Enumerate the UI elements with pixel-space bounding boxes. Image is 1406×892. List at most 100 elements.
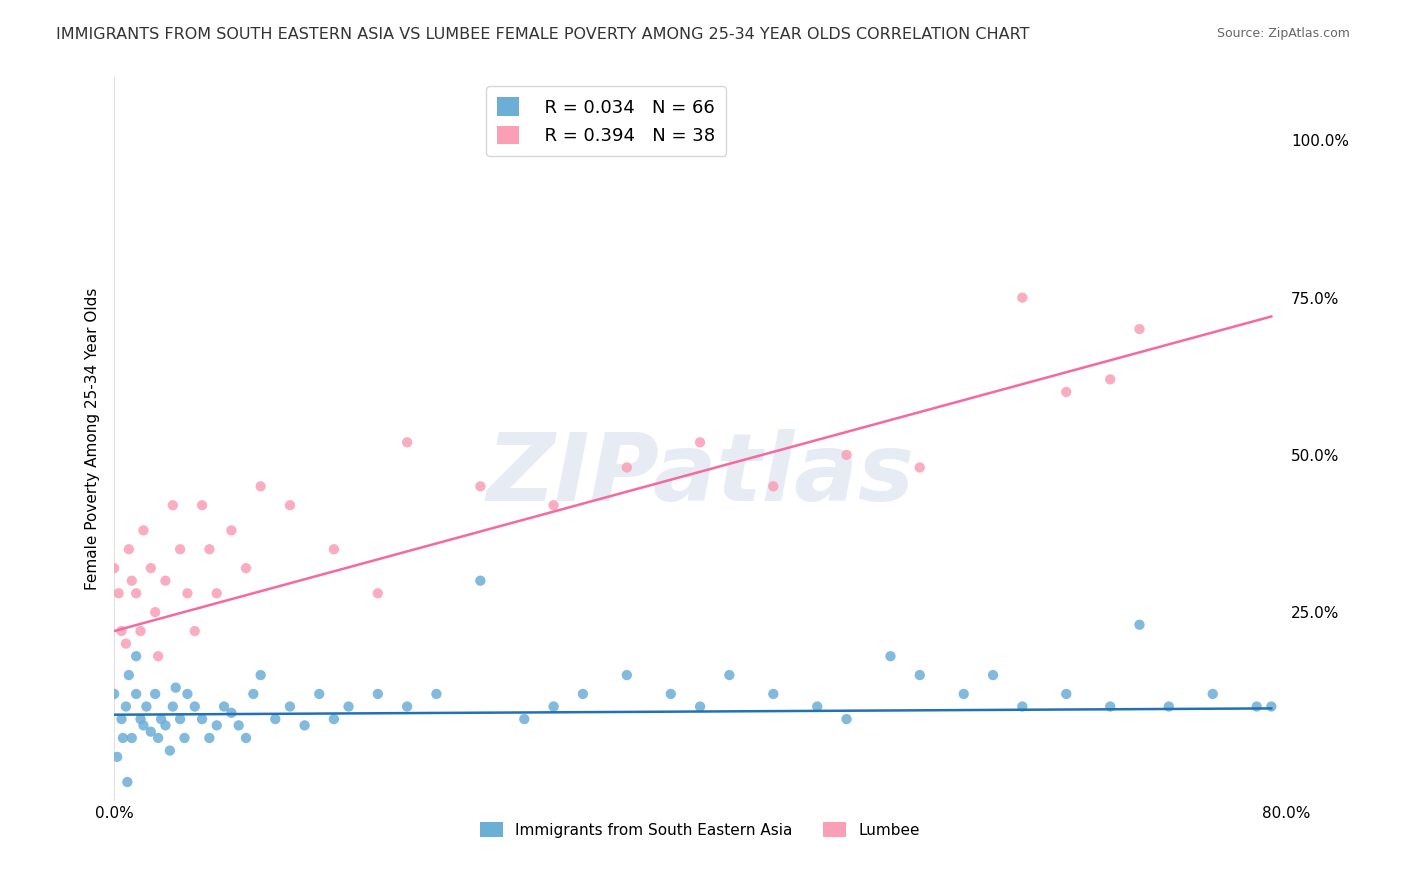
Point bbox=[242, 687, 264, 701]
Point bbox=[835, 448, 858, 462]
Point bbox=[396, 435, 419, 450]
Point bbox=[762, 479, 785, 493]
Point bbox=[425, 687, 447, 701]
Point bbox=[1157, 699, 1180, 714]
Point bbox=[1054, 687, 1077, 701]
Point bbox=[367, 586, 389, 600]
Point bbox=[1246, 699, 1268, 714]
Point bbox=[173, 731, 195, 745]
Point bbox=[689, 699, 711, 714]
Point bbox=[103, 561, 125, 575]
Point bbox=[150, 712, 173, 726]
Point bbox=[235, 561, 257, 575]
Point bbox=[115, 699, 138, 714]
Text: IMMIGRANTS FROM SOUTH EASTERN ASIA VS LUMBEE FEMALE POVERTY AMONG 25-34 YEAR OLD: IMMIGRANTS FROM SOUTH EASTERN ASIA VS LU… bbox=[56, 27, 1029, 42]
Point bbox=[659, 687, 682, 701]
Point bbox=[249, 668, 271, 682]
Point bbox=[1260, 699, 1282, 714]
Point bbox=[117, 775, 139, 789]
Point bbox=[1011, 291, 1033, 305]
Point bbox=[105, 749, 128, 764]
Point bbox=[1011, 699, 1033, 714]
Point bbox=[1099, 372, 1122, 386]
Point bbox=[1099, 699, 1122, 714]
Point bbox=[125, 586, 148, 600]
Point bbox=[121, 574, 143, 588]
Point bbox=[132, 718, 155, 732]
Point bbox=[135, 699, 157, 714]
Y-axis label: Female Poverty Among 25-34 Year Olds: Female Poverty Among 25-34 Year Olds bbox=[86, 288, 100, 591]
Point bbox=[543, 498, 565, 512]
Point bbox=[139, 561, 162, 575]
Point bbox=[543, 699, 565, 714]
Point bbox=[205, 718, 228, 732]
Point bbox=[616, 668, 638, 682]
Point bbox=[118, 668, 141, 682]
Point bbox=[176, 586, 198, 600]
Point bbox=[879, 649, 901, 664]
Text: Source: ZipAtlas.com: Source: ZipAtlas.com bbox=[1216, 27, 1350, 40]
Point bbox=[191, 498, 214, 512]
Point bbox=[146, 731, 169, 745]
Point bbox=[184, 624, 207, 638]
Point bbox=[689, 435, 711, 450]
Point bbox=[146, 649, 169, 664]
Point bbox=[322, 542, 344, 557]
Legend: Immigrants from South Eastern Asia, Lumbee: Immigrants from South Eastern Asia, Lumb… bbox=[474, 815, 927, 844]
Point bbox=[169, 712, 191, 726]
Point bbox=[110, 624, 132, 638]
Point bbox=[278, 498, 301, 512]
Point bbox=[470, 574, 492, 588]
Point bbox=[1128, 617, 1150, 632]
Point bbox=[616, 460, 638, 475]
Point bbox=[367, 687, 389, 701]
Point bbox=[322, 712, 344, 726]
Point bbox=[198, 542, 221, 557]
Point bbox=[121, 731, 143, 745]
Point bbox=[132, 524, 155, 538]
Point bbox=[205, 586, 228, 600]
Point bbox=[1128, 322, 1150, 336]
Point bbox=[908, 668, 931, 682]
Point bbox=[470, 479, 492, 493]
Point bbox=[107, 586, 129, 600]
Point bbox=[572, 687, 595, 701]
Point bbox=[221, 706, 243, 720]
Point bbox=[184, 699, 207, 714]
Point bbox=[159, 743, 181, 757]
Point bbox=[191, 712, 214, 726]
Point bbox=[396, 699, 419, 714]
Point bbox=[1054, 384, 1077, 399]
Point bbox=[337, 699, 360, 714]
Point bbox=[718, 668, 741, 682]
Point bbox=[129, 712, 152, 726]
Point bbox=[125, 687, 148, 701]
Point bbox=[169, 542, 191, 557]
Point bbox=[908, 460, 931, 475]
Point bbox=[155, 574, 177, 588]
Point bbox=[952, 687, 974, 701]
Point bbox=[835, 712, 858, 726]
Point bbox=[103, 687, 125, 701]
Point bbox=[111, 731, 134, 745]
Point bbox=[235, 731, 257, 745]
Point bbox=[1202, 687, 1225, 701]
Point bbox=[228, 718, 250, 732]
Point bbox=[294, 718, 316, 732]
Point bbox=[212, 699, 235, 714]
Point bbox=[762, 687, 785, 701]
Point bbox=[155, 718, 177, 732]
Point bbox=[513, 712, 536, 726]
Point bbox=[806, 699, 828, 714]
Point bbox=[981, 668, 1004, 682]
Point bbox=[139, 724, 162, 739]
Point bbox=[129, 624, 152, 638]
Point bbox=[162, 498, 184, 512]
Text: ZIPatlas: ZIPatlas bbox=[486, 429, 914, 521]
Point bbox=[165, 681, 187, 695]
Point bbox=[278, 699, 301, 714]
Point bbox=[176, 687, 198, 701]
Point bbox=[143, 687, 166, 701]
Point bbox=[143, 605, 166, 619]
Point bbox=[162, 699, 184, 714]
